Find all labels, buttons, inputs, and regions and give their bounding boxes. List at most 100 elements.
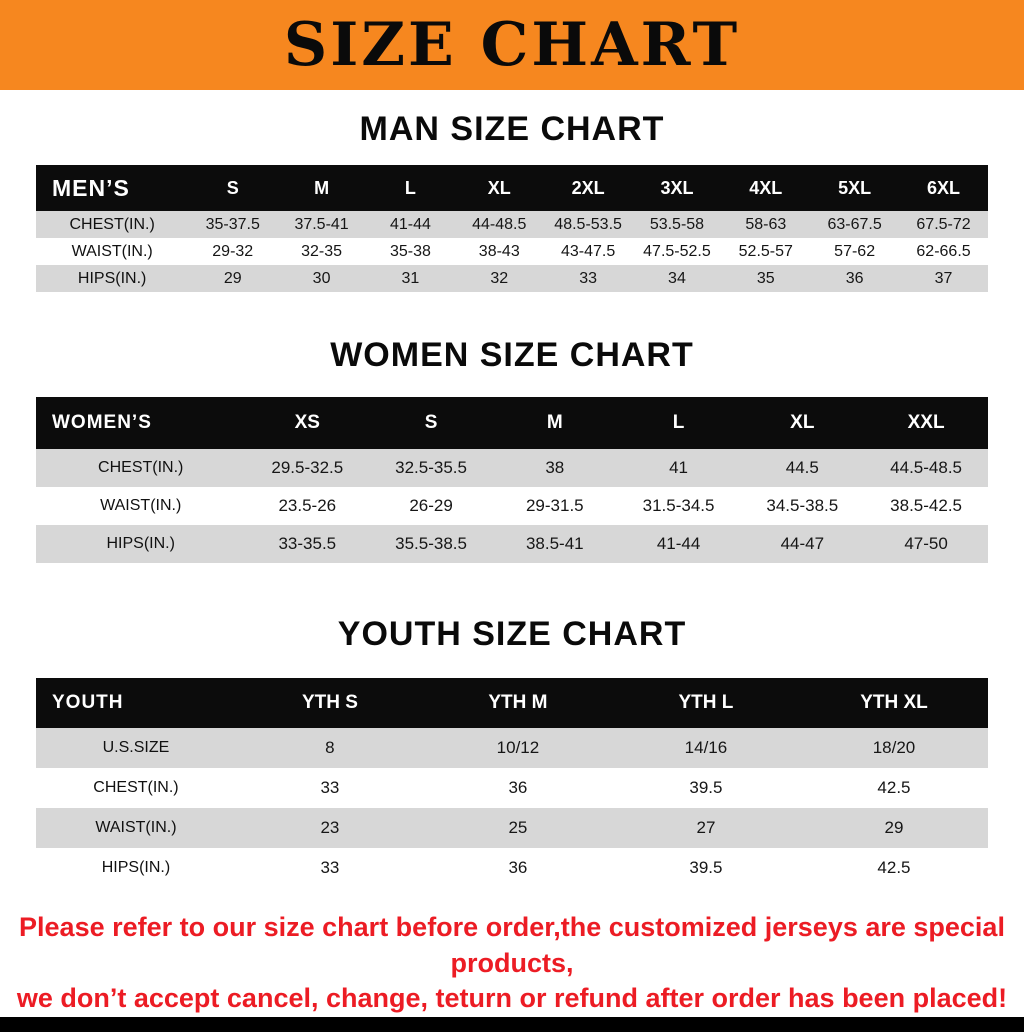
value-cell: 36	[423, 848, 612, 888]
table-row: HIPS(IN.) 33-35.5 35.5-38.5 38.5-41 41-44 44-…	[36, 525, 988, 563]
size-header-cell: 5XL	[810, 165, 900, 211]
value-cell: 41-44	[366, 211, 455, 238]
size-header-cell: L	[616, 397, 741, 449]
size-header-cell: L	[366, 165, 455, 211]
value-cell: 57-62	[810, 238, 900, 265]
value-cell: 43-47.5	[543, 238, 633, 265]
table-row: CHEST(IN.) 33 36 39.5 42.5	[36, 768, 988, 808]
value-cell: 31.5-34.5	[616, 487, 741, 525]
row-label-cell: U.S.SIZE	[36, 728, 236, 768]
row-label-cell: HIPS(IN.)	[36, 848, 236, 888]
table-header-row: YOUTH YTH S YTH M YTH L YTH XL	[36, 678, 988, 728]
value-cell: 35.5-38.5	[369, 525, 493, 563]
value-cell: 44-48.5	[454, 211, 544, 238]
footer-note-line-2: we don’t accept cancel, change, teturn o…	[16, 983, 1008, 1014]
value-cell: 47-50	[864, 525, 988, 563]
value-cell: 38-43	[454, 238, 544, 265]
size-header-cell: 4XL	[721, 165, 811, 211]
value-cell: 33	[235, 768, 424, 808]
row-label-cell: HIPS(IN.)	[36, 265, 189, 292]
table-row: WAIST(IN.) 23 25 27 29	[36, 808, 988, 848]
footer-note: Please refer to our size chart before or…	[0, 910, 1024, 1017]
table-header-row: WOMEN’S XS S M L XL XXL	[36, 397, 988, 449]
value-cell: 26-29	[369, 487, 493, 525]
value-cell: 35	[721, 265, 811, 292]
value-cell: 41	[616, 449, 741, 487]
size-header-cell: YTH XL	[799, 678, 988, 728]
value-cell: 29-31.5	[492, 487, 617, 525]
size-header-cell: XL	[740, 397, 865, 449]
man-section-heading: MAN SIZE CHART	[359, 110, 665, 148]
table-row: U.S.SIZE 8 10/12 14/16 18/20	[36, 728, 988, 768]
value-cell: 58-63	[721, 211, 811, 238]
value-cell: 38.5-41	[492, 525, 617, 563]
value-cell: 39.5	[611, 848, 800, 888]
size-header-cell: M	[492, 397, 617, 449]
row-label-cell: WAIST(IN.)	[36, 487, 246, 525]
value-cell: 29.5-32.5	[245, 449, 370, 487]
value-cell: 38.5-42.5	[864, 487, 988, 525]
value-cell: 37	[899, 265, 988, 292]
size-header-cell: YTH L	[611, 678, 800, 728]
size-header-cell: 2XL	[543, 165, 633, 211]
youth-size-section: YOUTH SIZE CHART YOUTH YTH S YTH M YTH L YTH…	[0, 563, 1024, 888]
value-cell: 18/20	[799, 728, 988, 768]
value-cell: 48.5-53.5	[543, 211, 633, 238]
value-cell: 35-38	[366, 238, 455, 265]
value-cell: 37.5-41	[277, 211, 366, 238]
table-row: WAIST(IN.) 23.5-26 26-29 29-31.5 31.5-34.5 34…	[36, 487, 988, 525]
value-cell: 52.5-57	[721, 238, 811, 265]
value-cell: 34.5-38.5	[740, 487, 865, 525]
value-cell: 33-35.5	[245, 525, 370, 563]
size-header-cell: YTH M	[423, 678, 612, 728]
table-title-cell: YOUTH	[36, 678, 236, 728]
value-cell: 44.5	[740, 449, 865, 487]
value-cell: 47.5-52.5	[632, 238, 722, 265]
value-cell: 32.5-35.5	[369, 449, 493, 487]
value-cell: 23.5-26	[245, 487, 370, 525]
value-cell: 38	[492, 449, 617, 487]
size-header-cell: 6XL	[899, 165, 988, 211]
value-cell: 39.5	[611, 768, 800, 808]
value-cell: 31	[366, 265, 455, 292]
size-chart-banner: SIZE CHART	[0, 0, 1024, 90]
value-cell: 23	[235, 808, 424, 848]
value-cell: 10/12	[423, 728, 612, 768]
table-row: CHEST(IN.) 29.5-32.5 32.5-35.5 38 41 44.5 44.5…	[36, 449, 988, 487]
size-header-cell: XXL	[864, 397, 988, 449]
value-cell: 29-32	[188, 238, 278, 265]
men-size-table: MEN’S S M L XL 2XL 3XL 4XL 5XL 6XL CHEST(IN.) 35-37…	[36, 165, 988, 292]
women-size-table: WOMEN’S XS S M L XL XXL CHEST(IN.) 29.5-32.5 32.5…	[36, 397, 988, 563]
size-header-cell: S	[369, 397, 493, 449]
value-cell: 27	[611, 808, 800, 848]
value-cell: 29	[799, 808, 988, 848]
size-header-cell: XL	[454, 165, 544, 211]
value-cell: 8	[235, 728, 424, 768]
value-cell: 32	[454, 265, 544, 292]
row-label-cell: CHEST(IN.)	[36, 211, 189, 238]
value-cell: 25	[423, 808, 612, 848]
row-label-cell: WAIST(IN.)	[36, 808, 236, 848]
table-title-cell: WOMEN’S	[36, 397, 246, 449]
table-title-cell: MEN’S	[36, 165, 189, 211]
value-cell: 62-66.5	[899, 238, 988, 265]
size-header-cell: 3XL	[632, 165, 722, 211]
value-cell: 35-37.5	[188, 211, 278, 238]
row-label-cell: CHEST(IN.)	[36, 449, 246, 487]
table-row: CHEST(IN.) 35-37.5 37.5-41 41-44 44-48.5 48.5…	[36, 211, 988, 238]
row-label-cell: HIPS(IN.)	[36, 525, 246, 563]
row-label-cell: CHEST(IN.)	[36, 768, 236, 808]
women-size-section: WOMEN SIZE CHART WOMEN’S XS S M L XL XXL CHEST(…	[0, 292, 1024, 563]
value-cell: 33	[235, 848, 424, 888]
value-cell: 42.5	[799, 848, 988, 888]
size-header-cell: M	[277, 165, 366, 211]
value-cell: 44-47	[740, 525, 865, 563]
table-header-row: MEN’S S M L XL 2XL 3XL 4XL 5XL 6XL	[36, 165, 988, 211]
youth-size-table: YOUTH YTH S YTH M YTH L YTH XL U.S.SIZE 8 10/12…	[36, 678, 988, 888]
value-cell: 44.5-48.5	[864, 449, 988, 487]
value-cell: 33	[543, 265, 633, 292]
value-cell: 53.5-58	[632, 211, 722, 238]
table-row: HIPS(IN.) 29 30 31 32 33 34 35 36 37	[36, 265, 988, 292]
value-cell: 41-44	[616, 525, 741, 563]
size-header-cell: XS	[245, 397, 370, 449]
